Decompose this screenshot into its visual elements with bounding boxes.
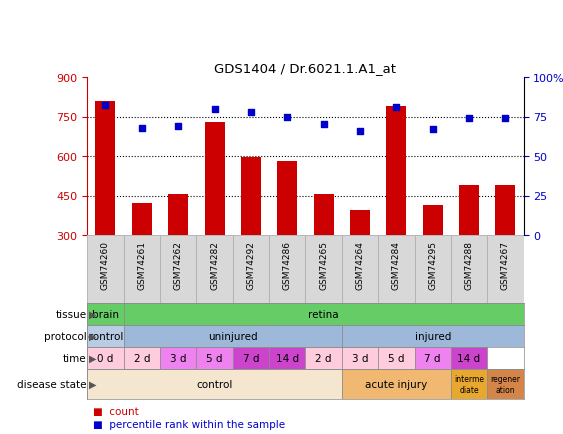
Bar (196, 236, 233, 303)
Bar (87, 236, 124, 303)
Bar (305, 347, 342, 369)
Bar (350, 210, 370, 236)
Text: GSM74284: GSM74284 (392, 241, 401, 289)
Bar (451, 369, 487, 399)
Point (210, 106, 219, 113)
Text: GSM74260: GSM74260 (101, 241, 110, 290)
Bar (451, 347, 487, 369)
Bar (196, 347, 233, 369)
Point (428, 126, 437, 133)
Bar (277, 162, 297, 236)
Bar (414, 347, 451, 369)
Text: GSM74288: GSM74288 (464, 241, 473, 290)
Bar (233, 347, 269, 369)
Text: ▶: ▶ (89, 379, 97, 389)
Text: 2 d: 2 d (133, 353, 150, 363)
Bar (414, 236, 451, 303)
Text: control: control (87, 331, 124, 341)
Point (283, 114, 292, 121)
Bar (386, 107, 406, 236)
Bar (241, 158, 261, 236)
Text: protocol: protocol (44, 331, 87, 341)
Bar (132, 204, 152, 236)
Bar (233, 236, 269, 303)
Point (392, 104, 401, 111)
Text: 3 d: 3 d (170, 353, 186, 363)
Bar (378, 236, 414, 303)
Text: disease state: disease state (17, 379, 87, 389)
Text: tissue: tissue (55, 309, 87, 319)
Title: GDS1404 / Dr.6021.1.A1_at: GDS1404 / Dr.6021.1.A1_at (215, 62, 396, 75)
Bar (124, 236, 160, 303)
Text: 2 d: 2 d (315, 353, 332, 363)
Bar (495, 186, 515, 236)
Text: acute injury: acute injury (365, 379, 427, 389)
Text: time: time (63, 353, 87, 363)
Bar (342, 236, 378, 303)
Text: 14 d: 14 d (276, 353, 299, 363)
Text: 5 d: 5 d (206, 353, 223, 363)
Bar (423, 205, 443, 236)
Text: GSM74292: GSM74292 (247, 241, 256, 289)
Text: GSM74264: GSM74264 (355, 241, 364, 289)
Bar (269, 236, 305, 303)
Point (137, 125, 146, 132)
Text: interme
diate: interme diate (454, 375, 484, 394)
Text: GSM74295: GSM74295 (428, 241, 437, 290)
Text: GSM74262: GSM74262 (173, 241, 182, 289)
Point (173, 123, 182, 130)
Bar (160, 347, 196, 369)
Bar (96, 102, 115, 236)
Bar (269, 347, 305, 369)
Bar (87, 303, 124, 325)
Text: 14 d: 14 d (458, 353, 481, 363)
Text: retina: retina (309, 309, 339, 319)
Bar (204, 122, 225, 236)
Text: GSM74265: GSM74265 (319, 241, 328, 290)
Text: 0 d: 0 d (97, 353, 114, 363)
Bar (305, 236, 342, 303)
Text: ■  count: ■ count (93, 406, 138, 416)
Bar (342, 369, 451, 399)
Text: 3 d: 3 d (352, 353, 368, 363)
Point (247, 109, 256, 116)
Text: uninjured: uninjured (208, 331, 257, 341)
Text: 7 d: 7 d (243, 353, 259, 363)
Bar (487, 236, 524, 303)
Text: control: control (196, 379, 233, 389)
Text: ▶: ▶ (89, 353, 97, 363)
Text: GSM74267: GSM74267 (501, 241, 510, 290)
Bar (314, 195, 334, 236)
Text: 5 d: 5 d (388, 353, 405, 363)
Bar (124, 347, 160, 369)
Text: GSM74286: GSM74286 (283, 241, 292, 290)
Bar (378, 347, 414, 369)
Point (464, 115, 473, 122)
Text: ▶: ▶ (89, 331, 97, 341)
Text: injured: injured (414, 331, 451, 341)
Point (319, 122, 328, 128)
Bar (168, 195, 188, 236)
Text: ▶: ▶ (89, 309, 97, 319)
Bar (451, 236, 487, 303)
Text: brain: brain (92, 309, 119, 319)
Point (101, 103, 110, 110)
Bar (87, 369, 342, 399)
Bar (459, 186, 479, 236)
Bar (87, 347, 124, 369)
Point (355, 128, 364, 135)
Bar (342, 325, 524, 347)
Text: ■  percentile rank within the sample: ■ percentile rank within the sample (93, 419, 285, 429)
Bar (487, 369, 524, 399)
Bar (160, 236, 196, 303)
Bar (342, 347, 378, 369)
Bar (87, 325, 124, 347)
Text: 7 d: 7 d (425, 353, 441, 363)
Text: GSM74261: GSM74261 (137, 241, 146, 290)
Point (501, 115, 510, 122)
Text: GSM74282: GSM74282 (210, 241, 219, 289)
Bar (124, 325, 342, 347)
Text: regener
ation: regener ation (490, 375, 520, 394)
